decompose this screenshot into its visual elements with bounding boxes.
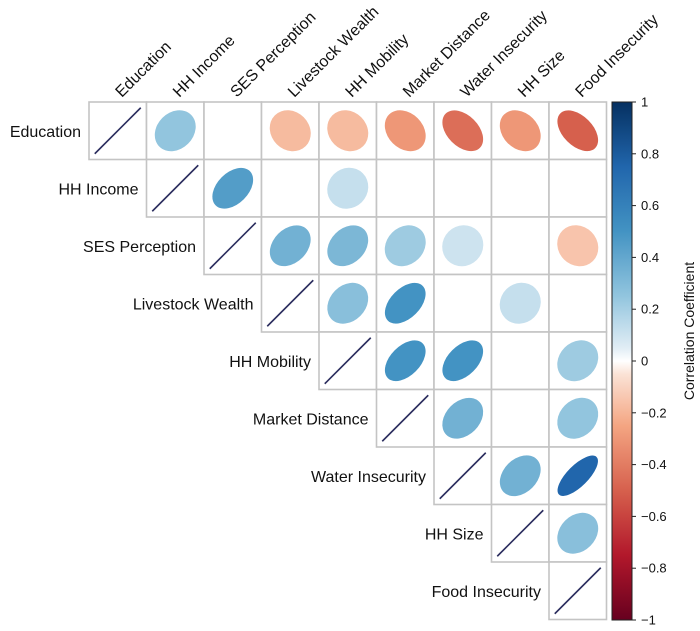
correlation-ellipse <box>557 512 599 554</box>
grid-cell <box>433 158 493 218</box>
diagonal-line <box>94 107 142 155</box>
grid-cell <box>490 388 550 448</box>
diagonal-line <box>266 279 314 327</box>
colorbar-tick-label: −0.2 <box>641 405 667 420</box>
correlation-ellipse <box>557 455 598 496</box>
colorbar-tick-label: 1 <box>641 95 648 110</box>
cells <box>94 107 602 615</box>
correlation-ellipse <box>212 167 254 209</box>
grid-cell <box>548 158 608 218</box>
row-label: Livestock Wealth <box>133 296 254 313</box>
correlation-ellipse <box>327 167 369 209</box>
colorbar-tick-label: −0.8 <box>641 561 667 576</box>
grid-cell <box>548 273 608 333</box>
grid-cell <box>375 158 435 218</box>
grid-cell <box>490 158 550 218</box>
row-label: Market Distance <box>253 411 369 428</box>
correlation-ellipse <box>442 340 484 382</box>
correlation-ellipse <box>442 225 484 267</box>
row-label: SES Perception <box>83 239 196 256</box>
colorbar-tick-label: 0.6 <box>641 198 659 213</box>
correlation-ellipse <box>499 282 541 324</box>
column-label: Food Insecurity <box>573 11 662 100</box>
row-label: Education <box>10 124 81 141</box>
correlation-ellipse <box>384 110 426 152</box>
colorbar-tick-label: −0.4 <box>641 457 667 472</box>
correlation-ellipse <box>499 455 541 497</box>
diagonal-line <box>151 164 199 212</box>
grid-cell <box>203 101 263 161</box>
colorbar-tick-label: 0.4 <box>641 250 659 265</box>
grid-cell <box>490 331 550 391</box>
diagonal-line <box>554 567 602 615</box>
colorbar-gradient <box>611 101 633 621</box>
row-label: HH Mobility <box>229 354 311 371</box>
colorbar-tick-label: 0.2 <box>641 302 659 317</box>
correlation-ellipse <box>327 225 369 267</box>
correlation-ellipse <box>557 110 599 152</box>
correlation-ellipse <box>499 110 541 152</box>
row-label: HH Income <box>58 181 138 198</box>
correlation-ellipse <box>327 282 369 324</box>
colorbar-tick-label: 0.8 <box>641 146 659 161</box>
correlation-ellipse <box>557 397 599 439</box>
grid-cell <box>490 216 550 276</box>
diagonal-line <box>209 222 257 270</box>
column-label: HH Size <box>515 47 569 101</box>
correlation-ellipse <box>269 110 311 152</box>
diagonal-line <box>439 452 487 500</box>
diagonal-line <box>496 509 544 557</box>
correlation-ellipse <box>442 110 484 152</box>
grid-cell <box>260 158 320 218</box>
row-label: Food Insecurity <box>432 584 541 601</box>
colorbar-tick-label: 0 <box>641 354 648 369</box>
correlation-ellipse <box>384 340 426 382</box>
correlation-ellipse <box>327 110 369 152</box>
diagonal-line <box>381 394 429 442</box>
correlation-ellipse <box>269 225 311 267</box>
diagonal-line <box>324 337 372 385</box>
correlation-ellipse <box>384 225 426 267</box>
correlation-ellipse <box>557 225 599 267</box>
row-label: Water Insecurity <box>311 469 426 486</box>
correlation-ellipse <box>442 397 484 439</box>
colorbar-tick-label: −0.6 <box>641 509 667 524</box>
colorbar-title: Correlation Coefficient <box>681 262 697 400</box>
colorbar: 1 0.8 0.6 0.4 0.2 0 −0.2 −0.4 −0.6 −0.8 −1 Correlat… <box>611 95 697 628</box>
correlation-ellipse <box>557 340 599 382</box>
row-label: HH Size <box>425 526 484 543</box>
colorbar-tick-label: −1 <box>641 613 656 627</box>
grid-cell <box>433 273 493 333</box>
correlation-ellipse <box>384 282 426 324</box>
column-label: Education <box>113 38 175 100</box>
row-labels: Education HH Income SES Perception Livestoc… <box>10 124 541 601</box>
correlation-ellipse <box>154 110 196 152</box>
